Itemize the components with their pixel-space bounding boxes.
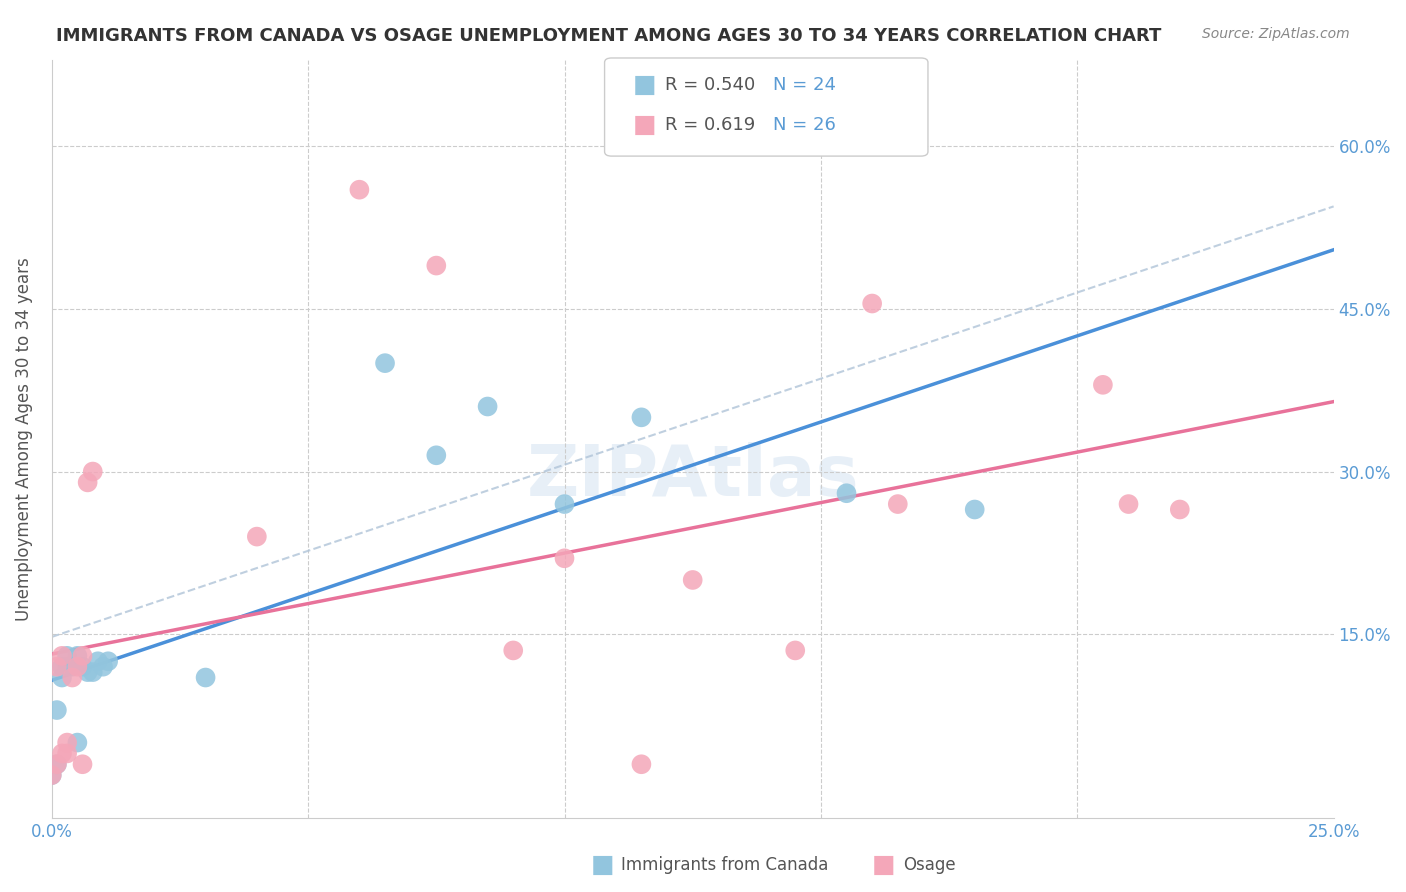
Text: N = 26: N = 26 xyxy=(773,116,837,134)
Point xyxy=(630,410,652,425)
Point xyxy=(66,659,89,673)
Point xyxy=(97,654,120,668)
Point xyxy=(349,183,371,197)
Point xyxy=(374,356,396,370)
Point xyxy=(1118,497,1140,511)
Point xyxy=(76,475,98,490)
Text: ■: ■ xyxy=(872,854,896,877)
Text: Source: ZipAtlas.com: Source: ZipAtlas.com xyxy=(1202,27,1350,41)
Point xyxy=(45,659,67,673)
Text: Osage: Osage xyxy=(903,856,955,874)
Point xyxy=(502,643,524,657)
Point xyxy=(72,659,94,673)
Point xyxy=(82,665,104,679)
Point xyxy=(41,768,63,782)
Point xyxy=(682,573,704,587)
Point xyxy=(51,671,73,685)
Text: Immigrants from Canada: Immigrants from Canada xyxy=(621,856,828,874)
Point xyxy=(91,659,114,673)
Point xyxy=(76,665,98,679)
Point xyxy=(425,259,447,273)
Text: ■: ■ xyxy=(633,73,657,96)
Point xyxy=(56,735,79,749)
Point xyxy=(630,757,652,772)
Text: ■: ■ xyxy=(591,854,614,877)
Point xyxy=(66,648,89,663)
Point xyxy=(87,654,110,668)
Point xyxy=(45,703,67,717)
Point xyxy=(1168,502,1191,516)
Point xyxy=(56,659,79,673)
Y-axis label: Unemployment Among Ages 30 to 34 years: Unemployment Among Ages 30 to 34 years xyxy=(15,257,32,621)
Point xyxy=(835,486,858,500)
Text: R = 0.619: R = 0.619 xyxy=(665,116,755,134)
Point xyxy=(56,747,79,761)
Point xyxy=(51,648,73,663)
Point xyxy=(553,497,575,511)
Point xyxy=(60,671,83,685)
Text: ZIPAtlas: ZIPAtlas xyxy=(526,442,859,511)
Point xyxy=(72,757,94,772)
Point xyxy=(56,648,79,663)
Point xyxy=(1091,377,1114,392)
Point xyxy=(66,735,89,749)
Point xyxy=(553,551,575,566)
Point xyxy=(887,497,910,511)
Point xyxy=(82,465,104,479)
Point xyxy=(963,502,986,516)
Point xyxy=(51,747,73,761)
Point xyxy=(785,643,807,657)
Point xyxy=(425,448,447,462)
Point xyxy=(194,671,217,685)
Point xyxy=(246,530,269,544)
Text: N = 24: N = 24 xyxy=(773,76,837,94)
Point xyxy=(477,400,499,414)
Point xyxy=(60,659,83,673)
Point xyxy=(45,757,67,772)
Point xyxy=(45,757,67,772)
Point xyxy=(51,659,73,673)
Point xyxy=(41,768,63,782)
Point xyxy=(72,648,94,663)
Text: R = 0.540: R = 0.540 xyxy=(665,76,755,94)
Text: IMMIGRANTS FROM CANADA VS OSAGE UNEMPLOYMENT AMONG AGES 30 TO 34 YEARS CORRELATI: IMMIGRANTS FROM CANADA VS OSAGE UNEMPLOY… xyxy=(56,27,1161,45)
Point xyxy=(860,296,883,310)
Text: ■: ■ xyxy=(633,113,657,136)
